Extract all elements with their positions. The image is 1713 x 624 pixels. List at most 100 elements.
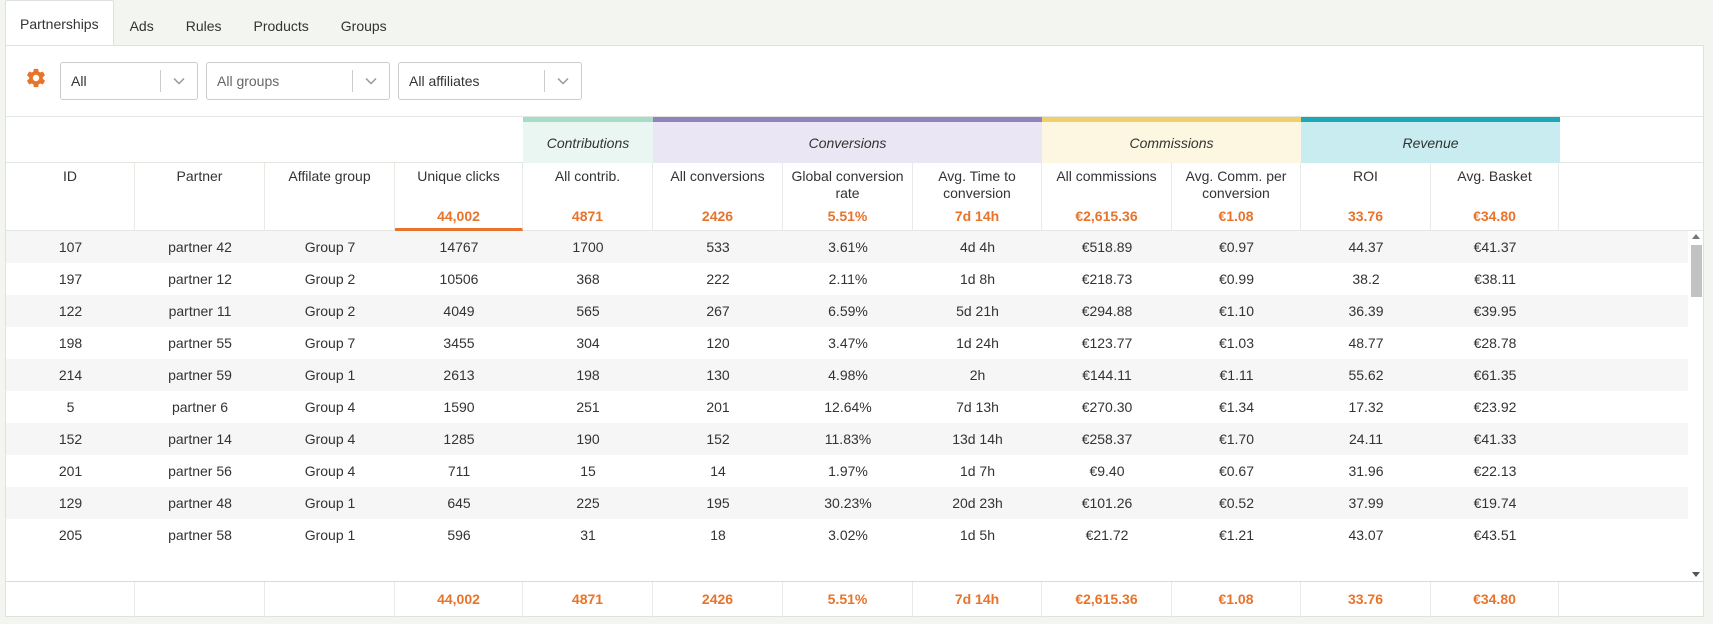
cell-avg-comm-per-conversion: €0.52 xyxy=(1218,495,1255,511)
cell-global-conversion-rate: 3.02% xyxy=(828,527,868,543)
total-avg-basket: €34.80 xyxy=(1431,582,1559,617)
column-header-label: All contrib. xyxy=(554,168,621,184)
cell-global-conversion-rate: 4.98% xyxy=(828,367,868,383)
tab-partnerships[interactable]: Partnerships xyxy=(5,0,114,46)
cell-unique-clicks: 596 xyxy=(447,527,471,543)
cell-avg-time-to-conversion: 4d 4h xyxy=(959,239,996,255)
cell-affiliate-group: Group 7 xyxy=(304,239,356,255)
tab-products[interactable]: Products xyxy=(253,18,309,34)
total-unique-clicks: 44,002 xyxy=(395,582,523,617)
cell-roi: 31.96 xyxy=(1348,463,1384,479)
cell-avg-basket: €39.95 xyxy=(1473,303,1517,319)
cell-id: 107 xyxy=(58,239,83,255)
table-row[interactable]: 129 partner 48 Group 1 645 225 195 30.23% 20d 2… xyxy=(6,487,1688,519)
cell-affiliate-group: Group 1 xyxy=(304,367,356,383)
cell-all-contrib: 15 xyxy=(580,463,596,479)
column-header-unique-clicks[interactable]: Unique clicks 44,002 xyxy=(395,163,523,231)
table-row[interactable]: 5 partner 6 Group 4 1590 251 201 12.64% 7d 13h €… xyxy=(6,391,1688,423)
chevron-down-icon xyxy=(161,63,197,99)
cell-all-commissions: €123.77 xyxy=(1081,335,1133,351)
column-header-total: €1.08 xyxy=(1218,208,1254,224)
cell-id: 129 xyxy=(58,495,83,511)
cell-id: 122 xyxy=(58,303,83,319)
table-row[interactable]: 122 partner 11 Group 2 4049 565 267 6.59% 5d 21… xyxy=(6,295,1688,327)
column-header-avg-basket[interactable]: Avg. Basket €34.80 xyxy=(1431,163,1559,231)
cell-roi: 17.32 xyxy=(1348,399,1384,415)
cell-id: 152 xyxy=(58,431,83,447)
groups-select[interactable]: All groups xyxy=(206,62,390,100)
cell-affiliate-group: Group 4 xyxy=(304,463,356,479)
cell-all-conversions: 130 xyxy=(706,367,730,383)
cell-all-contrib: 198 xyxy=(576,367,600,383)
cell-all-contrib: 251 xyxy=(576,399,600,415)
cell-all-conversions: 120 xyxy=(706,335,730,351)
cell-affiliate-group: Group 1 xyxy=(304,495,356,511)
cell-avg-basket: €41.37 xyxy=(1473,239,1517,255)
cell-partner: partner 58 xyxy=(168,527,232,543)
gear-icon[interactable] xyxy=(25,67,47,89)
cell-avg-time-to-conversion: 1d 24h xyxy=(956,335,999,351)
table-row[interactable]: 197 partner 12 Group 2 10506 368 222 2.11% 1d 8… xyxy=(6,263,1688,295)
column-header-label: Affilate group xyxy=(288,168,371,184)
status-select-value: All xyxy=(71,73,87,89)
column-header-label: Unique clicks xyxy=(417,168,500,184)
tab-ads[interactable]: Ads xyxy=(129,18,154,34)
table-row[interactable]: 107 partner 42 Group 7 14767 1700 533 3.61% 4d … xyxy=(6,231,1688,263)
tab-rules[interactable]: Rules xyxy=(185,18,222,34)
cell-avg-comm-per-conversion: €1.70 xyxy=(1218,431,1255,447)
column-header-roi[interactable]: ROI 33.76 xyxy=(1301,163,1431,231)
cell-roi: 36.39 xyxy=(1348,303,1384,319)
cell-all-commissions: €9.40 xyxy=(1089,463,1125,479)
cell-avg-time-to-conversion: 2h xyxy=(969,367,986,383)
cell-global-conversion-rate: 12.64% xyxy=(824,399,872,415)
column-header-avg-time-to-conversion[interactable]: Avg. Time to conversion 7d 14h xyxy=(913,163,1042,231)
table-row[interactable]: 198 partner 55 Group 7 3455 304 120 3.47% 1d 24… xyxy=(6,327,1688,359)
column-header-avg-comm-per-conversion[interactable]: Avg. Comm. per conversion €1.08 xyxy=(1172,163,1301,231)
vertical-scrollbar[interactable] xyxy=(1689,231,1703,581)
column-header-total: €34.80 xyxy=(1473,208,1516,224)
column-header-global-conversion-rate[interactable]: Global conversion rate 5.51% xyxy=(783,163,913,231)
status-select[interactable]: All xyxy=(60,62,198,100)
table-row[interactable]: 152 partner 14 Group 4 1285 190 152 11.83% 13d … xyxy=(6,423,1688,455)
column-header-all-conversions[interactable]: All conversions 2426 xyxy=(653,163,783,231)
cell-affiliate-group: Group 2 xyxy=(304,271,356,287)
cell-all-commissions: €218.73 xyxy=(1081,271,1133,287)
table-row[interactable]: 214 partner 59 Group 1 2613 198 130 4.98% 2h €14… xyxy=(6,359,1688,391)
cell-unique-clicks: 2613 xyxy=(443,367,475,383)
cell-all-commissions: €518.89 xyxy=(1081,239,1133,255)
column-header-all-contrib[interactable]: All contrib. 4871 xyxy=(523,163,653,231)
column-header-affiliate-group[interactable]: Affilate group xyxy=(265,163,395,231)
scroll-down-icon[interactable] xyxy=(1692,572,1700,577)
cell-partner: partner 59 xyxy=(168,367,232,383)
column-header-partner[interactable]: Partner xyxy=(135,163,265,231)
cell-avg-basket: €41.33 xyxy=(1473,431,1517,447)
cell-global-conversion-rate: 3.47% xyxy=(828,335,868,351)
table-body: 107 partner 42 Group 7 14767 1700 533 3.61% 4d … xyxy=(6,231,1688,581)
scrollbar-thumb[interactable] xyxy=(1691,245,1702,297)
totals-row: 44,002 4871 2426 5.51% 7d 14h €2,615.36 €1.08 3… xyxy=(6,581,1703,617)
table-row[interactable]: 201 partner 56 Group 4 711 15 14 1.97% 1d 7h €9.… xyxy=(6,455,1688,487)
table-row[interactable]: 205 partner 58 Group 1 596 31 18 3.02% 1d 5h €21… xyxy=(6,519,1688,551)
cell-avg-comm-per-conversion: €0.97 xyxy=(1218,239,1255,255)
scroll-up-icon[interactable] xyxy=(1692,234,1700,239)
column-header-label: Avg. Comm. per conversion xyxy=(1185,168,1287,201)
filter-bar: All All groups All affiliates xyxy=(6,46,1703,116)
cell-global-conversion-rate: 3.61% xyxy=(828,239,868,255)
cell-avg-time-to-conversion: 13d 14h xyxy=(952,431,1003,447)
column-header-label: All conversions xyxy=(670,168,765,184)
column-header-total: 5.51% xyxy=(827,208,868,224)
cell-affiliate-group: Group 4 xyxy=(304,431,356,447)
cell-all-commissions: €258.37 xyxy=(1081,431,1133,447)
column-header-all-commissions[interactable]: All commissions €2,615.36 xyxy=(1042,163,1172,231)
cell-affiliate-group: Group 2 xyxy=(304,303,356,319)
affiliates-select[interactable]: All affiliates xyxy=(398,62,582,100)
column-header-total: 7d 14h xyxy=(954,208,1000,224)
cell-global-conversion-rate: 30.23% xyxy=(824,495,872,511)
group-header-commissions: Commissions xyxy=(1042,117,1301,163)
total-avg-comm-per-conversion: €1.08 xyxy=(1172,582,1301,617)
column-header-id[interactable]: ID xyxy=(6,163,135,231)
cell-all-conversions: 195 xyxy=(706,495,730,511)
tab-groups[interactable]: Groups xyxy=(340,18,387,34)
cell-id: 197 xyxy=(58,271,83,287)
cell-global-conversion-rate: 1.97% xyxy=(828,463,868,479)
